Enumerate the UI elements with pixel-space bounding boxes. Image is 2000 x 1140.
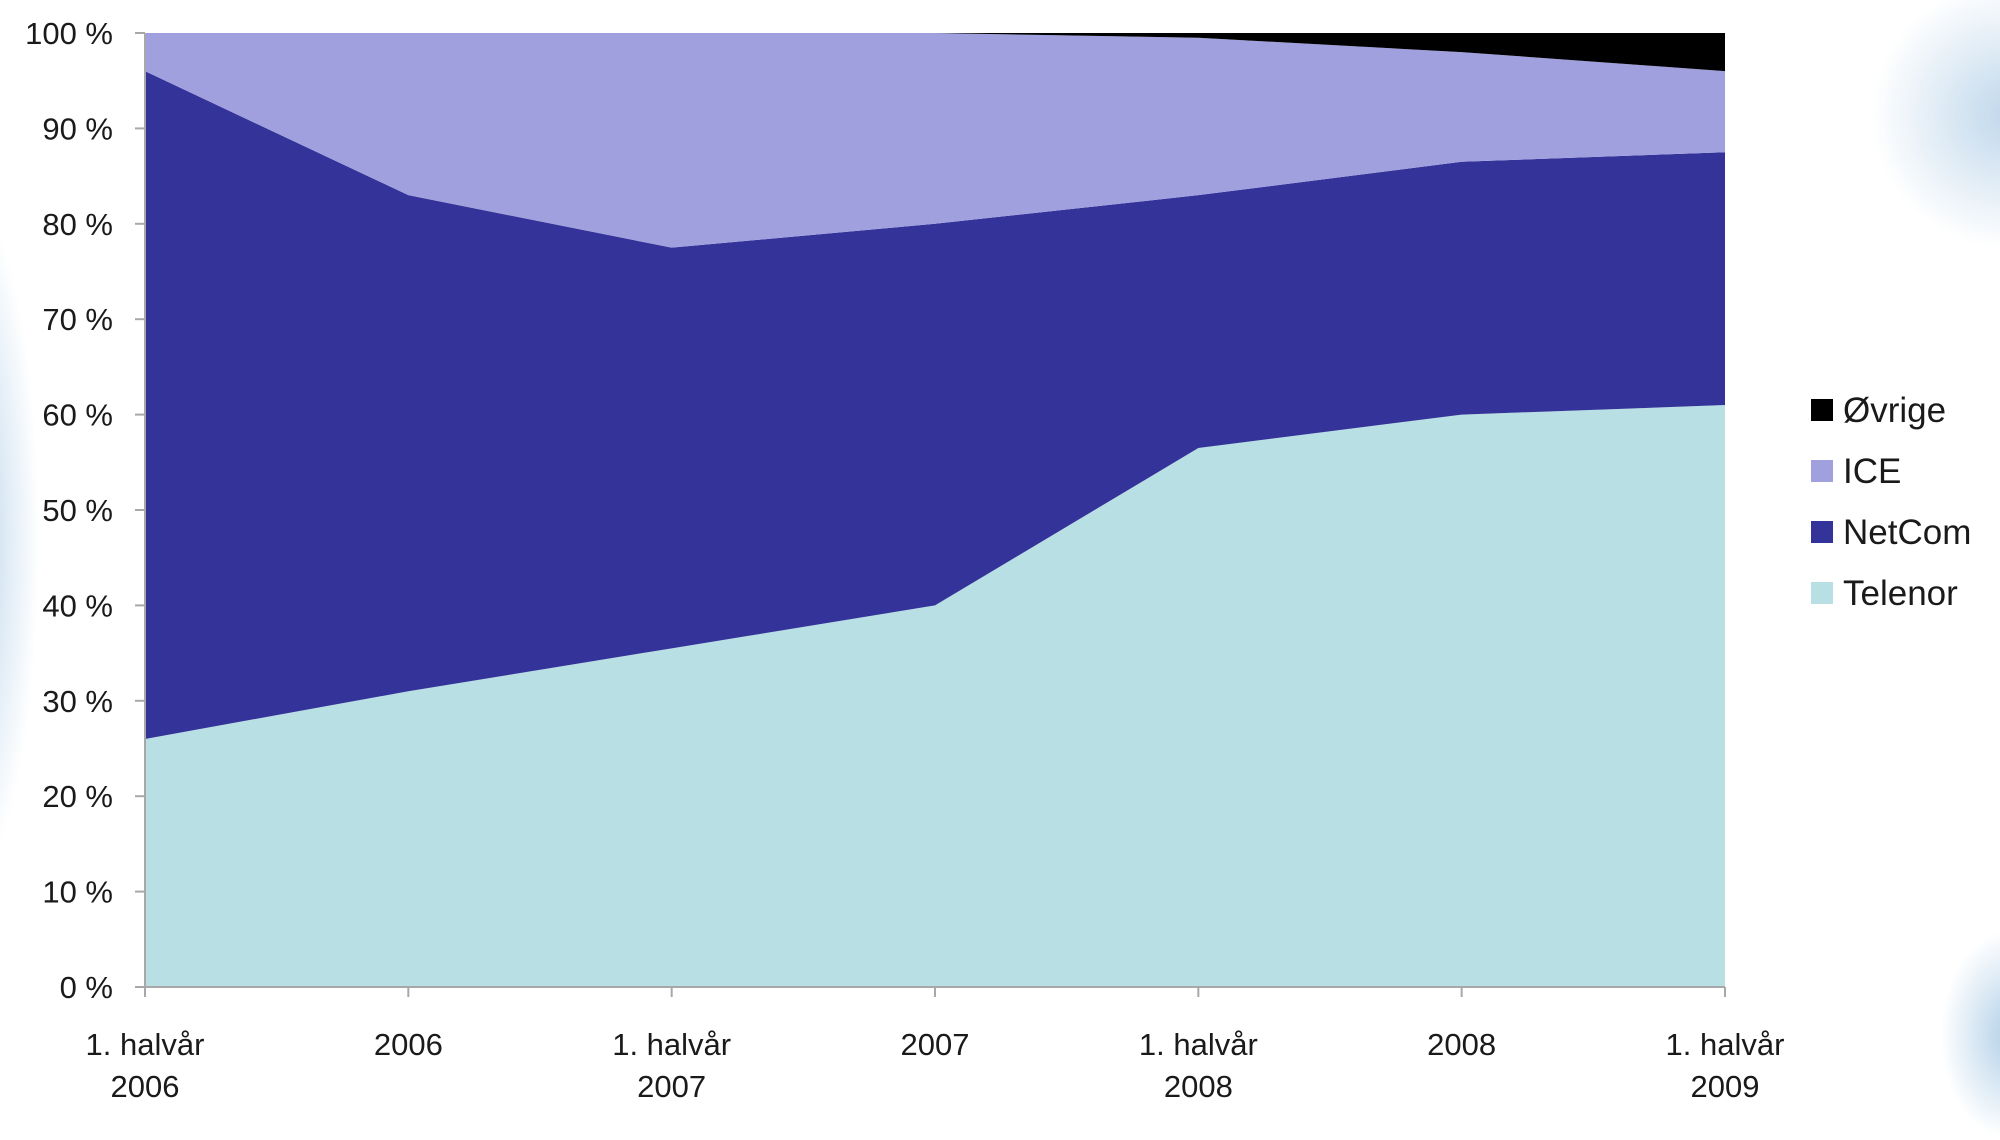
legend-swatch-netcom <box>1811 521 1833 543</box>
x-tick-label: 1. halvår 2009 <box>1666 1027 1785 1104</box>
y-tick-label: 90 % <box>42 111 113 146</box>
x-tick-label-line: 1. halvår <box>612 1027 731 1062</box>
area-telenor <box>145 405 1725 987</box>
y-tick-label: 100 % <box>25 16 113 51</box>
y-tick-label: 30 % <box>42 684 113 719</box>
x-tick-label-line: 2006 <box>111 1069 180 1104</box>
x-tick-label-line: 1. halvår <box>1139 1027 1258 1062</box>
x-tick-label: 1. halvår 2008 <box>1139 1027 1258 1104</box>
area-ice <box>145 33 1725 248</box>
x-tick-label-line: 2008 <box>1164 1069 1233 1104</box>
x-tick-label: 2006 <box>374 1027 443 1062</box>
area-ovrige <box>145 33 1725 72</box>
y-tick-label: 80 % <box>42 207 113 242</box>
y-tick-label: 40 % <box>42 588 113 623</box>
legend: Øvrige ICE NetCom Telenor <box>1811 391 1971 613</box>
legend-label-telenor: Telenor <box>1843 574 1958 613</box>
x-tick-label-line: 2008 <box>1427 1027 1496 1062</box>
x-tick-label-line: 2007 <box>901 1027 970 1062</box>
x-tick-label: 1. halvår 2007 <box>612 1027 731 1104</box>
y-tick-label: 50 % <box>42 493 113 528</box>
y-tick-label: 10 % <box>42 875 113 910</box>
x-tick-label: 2007 <box>901 1027 970 1062</box>
x-tick-label-line: 1. halvår <box>86 1027 205 1062</box>
y-tick-label: 0 % <box>60 970 113 1005</box>
x-tick-label: 1. halvår 2006 <box>86 1027 205 1104</box>
x-tick-label-line: 2006 <box>374 1027 443 1062</box>
legend-label-ovrige: Øvrige <box>1843 391 1946 430</box>
y-axis-ticks: 0 % 10 % 20 % 30 % 40 % 50 % 60 % 70 % 80 % 90 % 1… <box>25 16 145 1005</box>
legend-swatch-telenor <box>1811 582 1833 604</box>
y-tick-label: 20 % <box>42 779 113 814</box>
chart-areas <box>145 33 1725 987</box>
x-tick-label-line: 2009 <box>1691 1069 1760 1104</box>
x-tick-label: 2008 <box>1427 1027 1496 1062</box>
area-netcom <box>145 71 1725 739</box>
legend-swatch-ice <box>1811 460 1833 482</box>
y-tick-label: 70 % <box>42 302 113 337</box>
x-tick-label-line: 2007 <box>637 1069 706 1104</box>
y-tick-label: 60 % <box>42 398 113 433</box>
legend-label-ice: ICE <box>1843 452 1901 491</box>
legend-label-netcom: NetCom <box>1843 513 1971 552</box>
legend-swatch-ovrige <box>1811 399 1833 421</box>
x-tick-label-line: 1. halvår <box>1666 1027 1785 1062</box>
